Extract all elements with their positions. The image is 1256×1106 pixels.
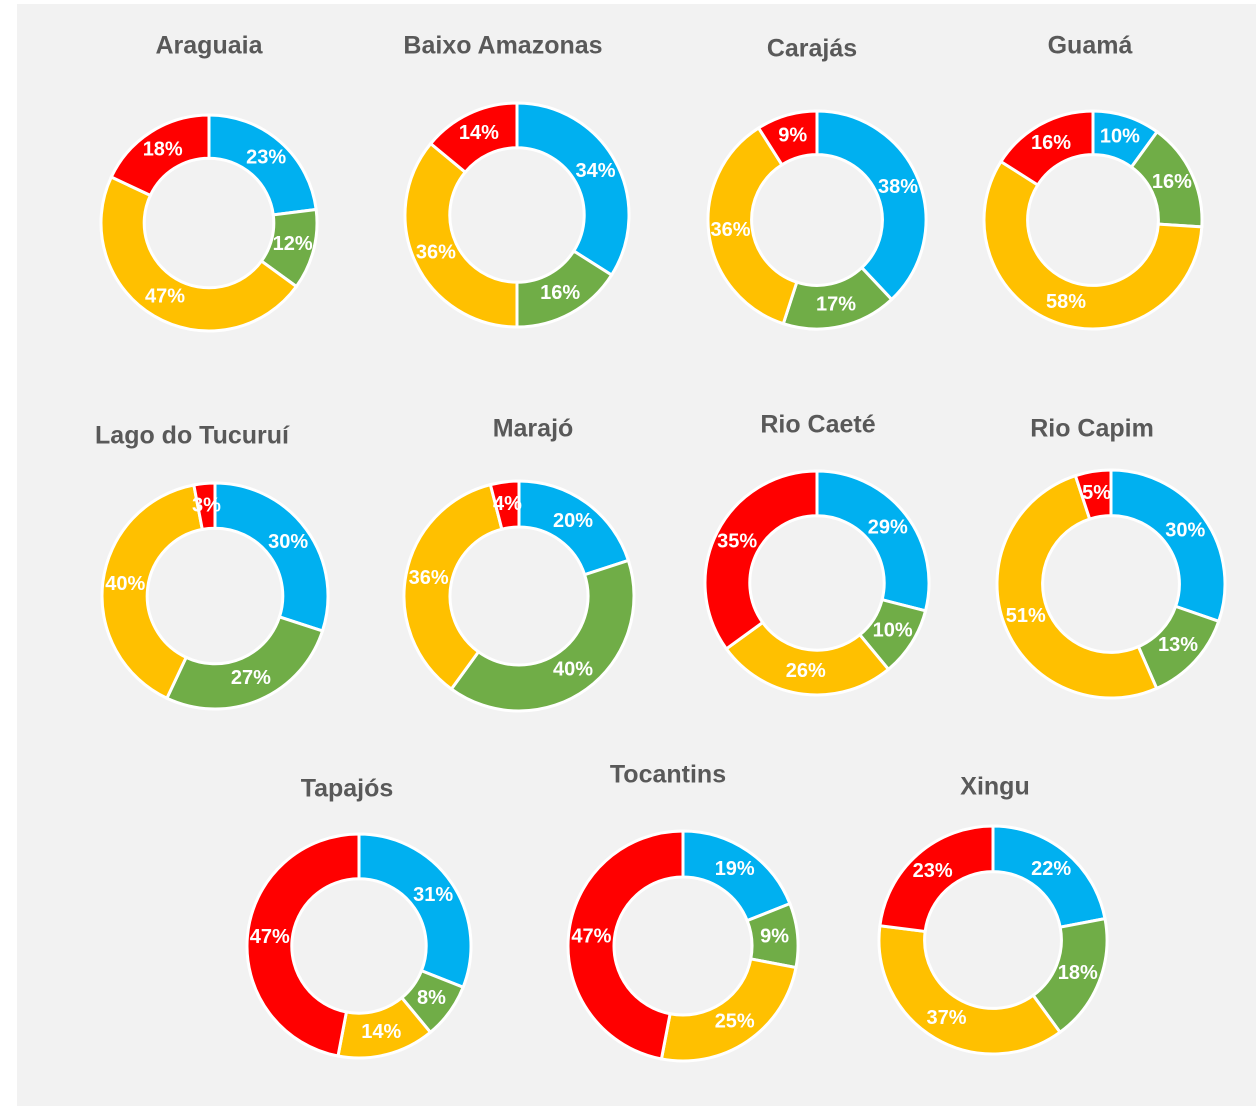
data-label: 40%: [553, 659, 593, 681]
data-label: 18%: [1058, 962, 1098, 984]
data-label: 51%: [1006, 605, 1046, 627]
data-label: 47%: [250, 926, 290, 948]
data-label: 58%: [1046, 291, 1086, 313]
data-label: 31%: [413, 884, 453, 906]
data-label: 35%: [717, 531, 757, 553]
chart-title-carajas: Carajás: [767, 35, 857, 63]
data-label: 38%: [878, 176, 918, 198]
data-label: 9%: [760, 926, 789, 948]
data-label: 47%: [571, 926, 611, 948]
data-label: 12%: [273, 233, 313, 255]
donut-slice: [1109, 468, 1227, 624]
donut-slice: [703, 469, 819, 651]
chart-title-araguaia: Araguaia: [156, 32, 264, 60]
data-label: 23%: [913, 860, 953, 882]
donut-guama: Guamá 10% 16% 58% 16%: [982, 32, 1204, 331]
data-label: 30%: [268, 531, 308, 553]
data-label: 34%: [576, 160, 616, 182]
data-label: 5%: [1082, 482, 1111, 504]
data-label: 20%: [553, 510, 593, 532]
data-label: 23%: [246, 146, 286, 168]
donut-rio-caete: Rio Caeté 29% 10% 26% 35%: [703, 411, 931, 697]
data-label: 13%: [1158, 634, 1198, 656]
data-label: 37%: [927, 1007, 967, 1029]
chart-title-tocantins: Tocantins: [610, 761, 726, 789]
data-label: 18%: [143, 138, 183, 160]
data-label: 14%: [361, 1021, 401, 1043]
data-label: 16%: [1031, 132, 1071, 154]
data-label: 16%: [1152, 171, 1192, 193]
data-label: 16%: [540, 282, 580, 304]
donut-slice: [213, 481, 330, 633]
donut-carajas: Carajás 38% 17% 36% 9%: [706, 35, 928, 331]
data-label: 27%: [231, 667, 271, 689]
data-label: 3%: [192, 494, 221, 516]
donut-tapajos: Tapajós 31% 8% 14% 47%: [245, 775, 473, 1060]
data-label: 8%: [417, 987, 446, 1009]
chart-title-marajo: Marajó: [493, 415, 574, 443]
donut-slice: [245, 832, 361, 1058]
donut-slice: [659, 957, 798, 1063]
donut-slice: [1073, 468, 1113, 521]
chart-title-xingu: Xingu: [960, 773, 1029, 801]
chart-title-rio-capim: Rio Capim: [1030, 415, 1154, 443]
data-label: 9%: [778, 125, 807, 147]
donut-slice: [428, 101, 519, 175]
data-label: 30%: [1165, 519, 1205, 541]
donut-slice: [488, 479, 521, 531]
data-label: 10%: [873, 619, 913, 641]
donut-slice: [815, 469, 931, 613]
data-label: 25%: [715, 1010, 755, 1032]
data-label: 4%: [493, 493, 522, 515]
donut-xingu: Xingu 22% 18% 37% 23%: [877, 773, 1109, 1056]
data-label: 19%: [715, 858, 755, 880]
donut-lago-do-tucurui: Lago do Tucuruí 30% 27% 40% 3%: [95, 422, 330, 711]
donut-slice: [207, 113, 318, 217]
donut-slice: [878, 824, 995, 934]
donut-slice: [192, 481, 217, 532]
donut-slice: [99, 175, 299, 333]
donut-rio-capim: Rio Capim 30% 13% 51% 5%: [995, 415, 1227, 700]
chart-title-tapajos: Tapajós: [301, 775, 394, 803]
data-label: 36%: [409, 567, 449, 589]
donut-slice: [756, 109, 819, 167]
data-label: 17%: [816, 293, 856, 315]
chart-title-lago-do-tucurui: Lago do Tucuruí: [95, 422, 290, 450]
donut-slice: [515, 101, 631, 278]
data-label: 29%: [868, 516, 908, 538]
donut-slice: [109, 113, 211, 198]
data-label: 36%: [710, 219, 750, 241]
donut-marajo: Marajó 20% 40% 36% 4%: [402, 415, 636, 713]
donut-slice: [357, 832, 473, 990]
donut-slice: [706, 125, 799, 326]
donut-slice: [100, 483, 205, 701]
donut-slice: [995, 473, 1159, 700]
chart-title-guama: Guamá: [1048, 32, 1133, 60]
donut-slice: [402, 482, 504, 692]
data-label: 40%: [105, 573, 145, 595]
donut-slice: [449, 558, 636, 713]
data-label: 22%: [1031, 858, 1071, 880]
donut-baixo-amazonas: Baixo Amazonas 34% 16% 36% 14%: [403, 32, 631, 329]
donut-slice: [164, 615, 325, 711]
data-label: 14%: [459, 122, 499, 144]
donut-slice: [566, 829, 685, 1061]
chart-title-baixo-amazonas: Baixo Amazonas: [403, 32, 602, 60]
data-label: 36%: [416, 241, 456, 263]
donut-slice: [982, 159, 1204, 331]
donut-tocantins: Tocantins 19% 9% 25% 47%: [566, 761, 800, 1063]
data-label: 26%: [786, 660, 826, 682]
chart-title-rio-caete: Rio Caeté: [760, 411, 875, 439]
donut-slice: [403, 141, 519, 329]
donut-araguaia: Araguaia 23% 12% 47% 18%: [99, 32, 319, 333]
data-label: 10%: [1100, 125, 1140, 147]
data-label: 47%: [145, 286, 185, 308]
donut-slice: [877, 924, 1063, 1056]
donut-slice: [998, 109, 1095, 188]
donut-slice: [815, 109, 928, 302]
